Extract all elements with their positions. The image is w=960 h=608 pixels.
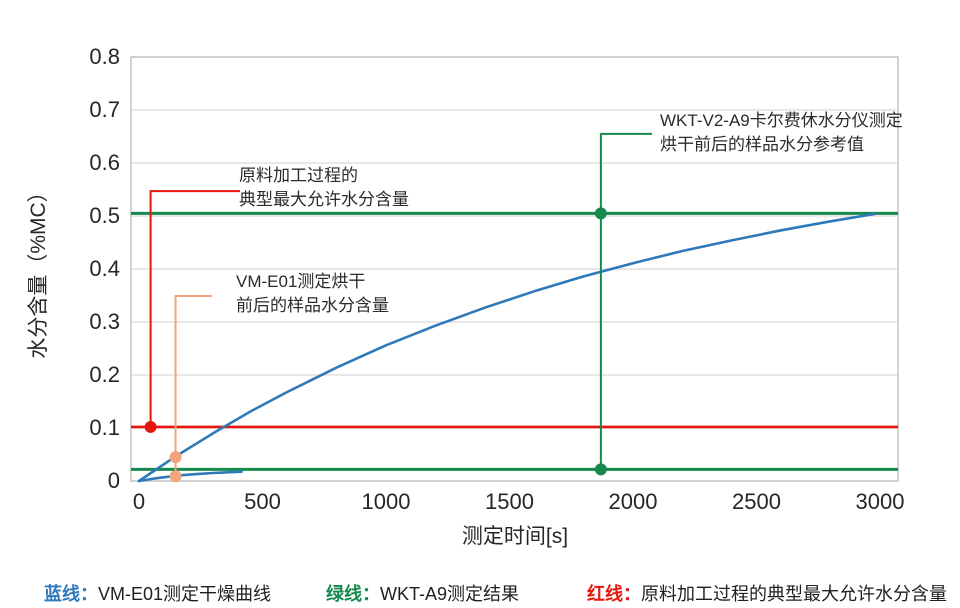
annotation-wkt-line2: 烘干前后的样品水分参考值 <box>660 135 864 154</box>
marker-wkt-before <box>594 207 607 220</box>
legend-red-label: 红线： <box>587 584 641 604</box>
marker-vm-e01-after <box>169 470 182 483</box>
annotation-vm-e01: VM-E01测定烘干 前后的样品水分含量 <box>236 270 389 318</box>
annotation-wkt-line1: WKT-V2-A9卡尔费休水分仪测定 <box>660 111 903 130</box>
annotation-vm-e01-bracket <box>174 295 212 477</box>
legend-item-blue-line: 蓝线：VM-E01测定干燥曲线 <box>44 583 271 605</box>
vm-e01-drying-curve-before <box>137 212 877 483</box>
annotation-max-allowed-bracket <box>149 190 241 427</box>
annotation-max-allowed-line1: 原料加工过程的 <box>239 166 358 185</box>
annotation-vm-e01-line1: VM-E01测定烘干 <box>236 272 366 291</box>
legend-green-label: 绿线： <box>326 584 380 604</box>
annotation-max-allowed: 原料加工过程的 典型最大允许水分含量 <box>239 164 409 212</box>
legend-red-text: 原料加工过程的典型最大允许水分含量 <box>641 584 947 604</box>
legend-blue-text: VM-E01测定干燥曲线 <box>98 584 272 604</box>
annotation-wkt: WKT-V2-A9卡尔费休水分仪测定 烘干前后的样品水分参考值 <box>660 109 903 157</box>
x-axis-title: 测定时间[s] <box>461 525 569 548</box>
plot-border <box>130 56 899 482</box>
annotation-max-allowed-line2: 典型最大允许水分含量 <box>239 190 409 209</box>
y-axis-title: 水分含量（%MC） <box>27 181 50 359</box>
annotation-vm-e01-line2: 前后的样品水分含量 <box>236 296 389 315</box>
legend-green-text: WKT-A9测定结果 <box>380 584 520 604</box>
legend-item-green-line: 绿线：WKT-A9测定结果 <box>326 583 519 605</box>
marker-wkt-after <box>594 463 607 476</box>
legend: 蓝线：VM-E01测定干燥曲线 绿线：WKT-A9测定结果 红线：原料加工过程的… <box>0 583 960 607</box>
marker-vm-e01-before <box>169 451 182 464</box>
legend-item-red-line: 红线：原料加工过程的典型最大允许水分含量 <box>587 583 947 605</box>
vm-e01-drying-curve-after <box>137 470 243 483</box>
marker-max-allowed <box>144 420 157 433</box>
annotation-wkt-bracket <box>599 132 653 470</box>
legend-blue-label: 蓝线： <box>44 584 98 604</box>
